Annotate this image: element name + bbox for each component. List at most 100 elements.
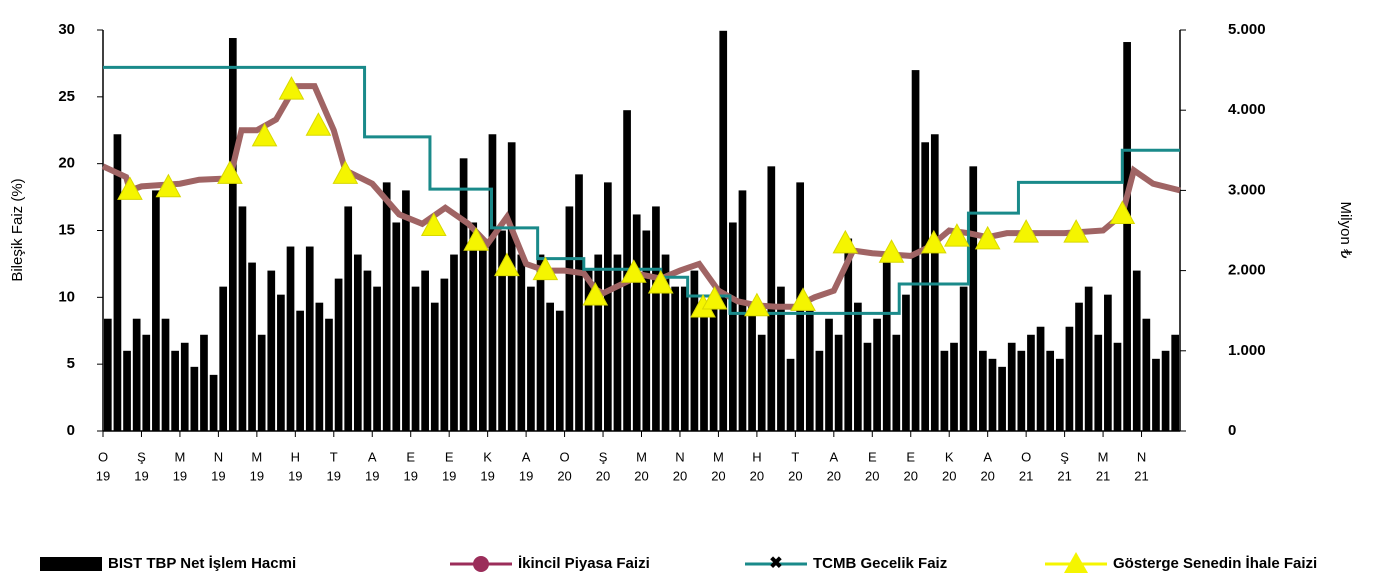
triangle-marker — [251, 122, 278, 147]
x-tick-label: N — [675, 449, 684, 464]
bar — [575, 174, 583, 432]
x-tick-label: 20 — [750, 468, 764, 483]
x-tick-label: 19 — [173, 468, 187, 483]
x-tick-label: 21 — [1096, 468, 1110, 483]
bar — [344, 206, 353, 431]
legend-swatch — [40, 557, 102, 571]
y-axis-label: Bileşik Faiz (%) — [9, 178, 26, 281]
bar — [700, 310, 708, 431]
triangle-marker — [744, 292, 770, 317]
y-tick-label: 20 — [58, 155, 75, 172]
x-tick-label: A — [829, 449, 838, 464]
bar — [1036, 326, 1045, 431]
bar — [325, 318, 333, 431]
legend-marker — [473, 556, 489, 572]
bar — [729, 222, 737, 431]
bar — [411, 286, 420, 431]
triangle-marker — [620, 259, 647, 283]
x-tick-label: 19 — [442, 468, 456, 483]
x-tick-label: 20 — [711, 468, 725, 483]
triangle-marker — [305, 112, 332, 136]
bar — [661, 254, 670, 431]
x-tick-label: 20 — [827, 468, 841, 483]
triangle-marker — [944, 223, 970, 247]
bar — [1113, 342, 1122, 431]
bar — [757, 334, 766, 431]
bar — [805, 310, 814, 431]
y2-tick-label: 4.000 — [1228, 101, 1266, 118]
bar — [603, 182, 612, 431]
bar — [353, 254, 362, 431]
y2-tick-label: 3.000 — [1228, 181, 1266, 198]
legend-label: TCMB Gecelik Faiz — [813, 555, 947, 572]
x-tick-label: 21 — [1057, 468, 1071, 483]
bar — [998, 366, 1006, 431]
bar — [719, 30, 728, 431]
x-tick-label: 19 — [365, 468, 379, 483]
bar — [536, 254, 545, 431]
bar — [546, 302, 554, 431]
x-tick-label: E — [445, 449, 454, 464]
y-tick-label: 10 — [58, 288, 75, 305]
bar — [209, 374, 218, 431]
bar — [469, 222, 478, 431]
x-tick-label: M — [636, 449, 647, 464]
bar — [892, 334, 901, 431]
triangle-marker — [582, 281, 609, 306]
y-tick-label: 25 — [58, 88, 75, 105]
bar — [219, 286, 228, 431]
x-tick-label: 19 — [327, 468, 341, 483]
bar — [392, 222, 401, 431]
x-tick-label: 20 — [634, 468, 648, 483]
legend-label: Gösterge Senedin İhale Faizi — [1113, 555, 1317, 572]
bar — [632, 214, 641, 431]
bar — [478, 238, 487, 431]
bar — [527, 286, 535, 431]
bar — [1132, 270, 1141, 431]
bar — [690, 270, 699, 431]
bar — [430, 302, 439, 431]
x-tick-label: O — [98, 449, 108, 464]
triangle-marker — [155, 173, 182, 198]
bar — [200, 334, 208, 431]
bar — [652, 206, 660, 431]
x-tick-label: N — [214, 449, 223, 464]
bar — [142, 334, 151, 431]
x-tick-label: 20 — [980, 468, 994, 483]
bar — [1075, 302, 1083, 431]
bar — [488, 134, 497, 431]
bar — [565, 206, 574, 431]
bar — [402, 190, 410, 431]
bar — [450, 254, 458, 431]
bar — [305, 246, 314, 431]
bar — [334, 278, 343, 431]
triangle-marker — [494, 252, 520, 277]
bar — [1142, 318, 1151, 431]
bar — [988, 358, 997, 431]
x-tick-label: M — [1098, 449, 1109, 464]
triangle-marker — [1109, 200, 1136, 224]
bar — [517, 254, 526, 431]
bar — [950, 342, 958, 431]
triangle-marker — [1013, 219, 1039, 243]
y2-tick-label: 2.000 — [1228, 262, 1266, 279]
bar — [786, 358, 795, 431]
triangle-marker — [1063, 219, 1089, 243]
bar — [315, 302, 324, 431]
bar — [238, 206, 247, 431]
x-tick-label: H — [752, 449, 761, 464]
bar — [363, 270, 372, 431]
bar — [113, 134, 122, 431]
bar — [671, 286, 680, 431]
triangle-marker — [974, 225, 1001, 250]
bar — [421, 270, 429, 431]
bar — [777, 286, 785, 431]
bar — [248, 262, 256, 431]
bar — [161, 318, 170, 431]
x-tick-label: 20 — [557, 468, 571, 483]
bar — [767, 166, 776, 431]
x-tick-label: 20 — [788, 468, 802, 483]
x-tick-label: 19 — [519, 468, 533, 483]
bar — [584, 270, 593, 431]
bar — [709, 294, 718, 431]
